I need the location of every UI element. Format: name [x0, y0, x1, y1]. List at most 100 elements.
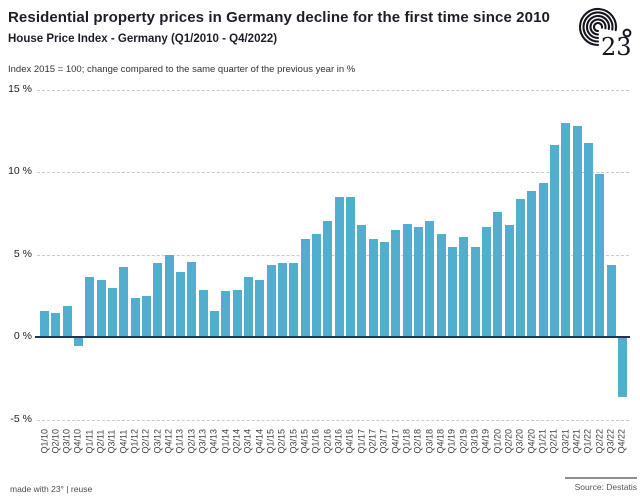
bar-Q1/19[interactable] [447, 246, 457, 336]
gridline [37, 254, 629, 256]
bar-Q3/22[interactable] [606, 265, 616, 336]
x-tick-label: Q2/13 [186, 428, 197, 453]
bar-Q2/22[interactable] [595, 174, 605, 336]
x-tick-label: Q1/12 [129, 428, 140, 453]
x-tick-label: Q1/16 [310, 428, 321, 453]
x-tick-label: Q2/16 [322, 428, 333, 453]
x-tick-label: Q2/21 [548, 428, 559, 453]
bar-Q4/20[interactable] [527, 190, 537, 336]
x-tick-label: Q1/15 [265, 428, 276, 453]
x-tick-label: Q3/21 [560, 428, 571, 453]
bar-Q2/21[interactable] [549, 144, 559, 336]
gridline [37, 172, 629, 173]
y-tick-label: 0 % [13, 330, 32, 342]
bar-Q4/15[interactable] [300, 238, 310, 336]
bar-Q4/16[interactable] [345, 197, 355, 336]
bar-Q4/19[interactable] [481, 227, 491, 336]
x-tick-label: Q4/14 [254, 428, 265, 453]
bar-Q1/18[interactable] [402, 223, 412, 336]
chart-subtitle: House Price Index - Germany (Q1/2010 - Q… [8, 33, 278, 45]
bar-Q3/18[interactable] [425, 220, 435, 336]
bar-Q1/12[interactable] [130, 298, 140, 336]
bar-Q2/15[interactable] [277, 263, 287, 336]
bar-Q1/16[interactable] [311, 233, 321, 336]
x-tick-label: Q1/11 [84, 429, 95, 453]
bar-Q4/17[interactable] [391, 230, 401, 336]
bar-Q2/17[interactable] [368, 238, 378, 336]
attribution-separator: | [63, 484, 71, 494]
x-tick-label: Q4/15 [299, 428, 310, 453]
x-tick-label: Q2/20 [503, 428, 514, 453]
made-with-link[interactable]: made with 23° [10, 484, 64, 494]
bar-Q1/15[interactable] [266, 265, 276, 336]
x-tick-label: Q2/15 [276, 428, 287, 453]
x-tick-label: Q4/13 [208, 428, 219, 453]
logo-23degrees-icon[interactable]: 23 [577, 5, 635, 61]
x-tick-label: Q3/14 [242, 428, 253, 453]
bar-Q3/15[interactable] [289, 263, 299, 336]
bar-Q4/10[interactable] [73, 338, 83, 347]
x-tick-label: Q3/11 [106, 429, 117, 453]
x-tick-label: Q2/19 [458, 428, 469, 453]
x-tick-label: Q3/10 [61, 428, 72, 453]
y-tick-label: 5 % [13, 247, 32, 260]
x-tick-label: Q1/17 [356, 428, 367, 453]
x-tick-label: Q4/11 [118, 429, 129, 453]
x-tick-label: Q1/20 [492, 428, 503, 453]
x-tick-label: Q4/21 [571, 428, 582, 453]
bar-Q1/17[interactable] [357, 225, 367, 336]
bar-Q1/21[interactable] [538, 182, 548, 336]
y-tick-label: 15 % [8, 82, 32, 95]
bar-Q3/19[interactable] [470, 246, 480, 336]
bar-Q4/14[interactable] [255, 279, 265, 336]
bar-Q1/22[interactable] [583, 142, 593, 336]
bar-Q4/18[interactable] [436, 233, 446, 336]
x-tick-label: Q1/13 [174, 428, 185, 453]
bar-Q3/12[interactable] [153, 263, 163, 336]
bar-Q4/11[interactable] [119, 266, 129, 336]
bar-Q1/14[interactable] [221, 291, 231, 336]
bar-Q3/14[interactable] [243, 276, 253, 336]
bar-Q1/10[interactable] [40, 311, 49, 336]
bar-Q3/20[interactable] [515, 199, 525, 336]
bar-Q4/21[interactable] [572, 126, 582, 336]
logo-degree-icon [622, 28, 632, 38]
bar-Q2/13[interactable] [187, 261, 197, 336]
x-tick-label: Q3/17 [378, 428, 389, 453]
gridline [37, 89, 629, 91]
bar-Q3/11[interactable] [107, 288, 117, 336]
bar-Q4/12[interactable] [164, 255, 174, 336]
bar-Q1/13[interactable] [175, 271, 185, 336]
bar-Q1/20[interactable] [493, 212, 503, 336]
bar-Q2/20[interactable] [504, 225, 514, 336]
x-tick-label: Q3/20 [514, 428, 525, 453]
bar-Q4/22[interactable] [617, 338, 627, 398]
gridline [37, 419, 629, 421]
bar-Q2/16[interactable] [323, 220, 333, 336]
x-tick-label: Q1/21 [537, 428, 548, 453]
x-tick-label: Q4/18 [435, 428, 446, 453]
bar-Q2/14[interactable] [232, 289, 242, 336]
source-label: Source: Destatis [574, 482, 637, 492]
bar-Q3/17[interactable] [379, 241, 389, 336]
x-tick-label: Q2/14 [231, 428, 242, 453]
bar-Q3/16[interactable] [334, 197, 344, 336]
x-tick-label: Q4/17 [390, 428, 401, 453]
bar-Q2/11[interactable] [96, 279, 106, 336]
reuse-link[interactable]: reuse [70, 484, 93, 494]
x-tick-label: Q2/22 [594, 428, 605, 453]
bar-Q3/10[interactable] [62, 306, 72, 336]
bar-Q1/11[interactable] [85, 276, 95, 336]
bar-Q3/13[interactable] [198, 289, 208, 336]
x-tick-label: Q2/18 [412, 428, 423, 453]
bar-Q3/21[interactable] [561, 123, 571, 336]
bar-Q4/13[interactable] [209, 311, 219, 336]
x-tick-label: Q1/19 [446, 428, 457, 453]
y-tick-label: -5 % [10, 412, 32, 425]
bar-Q2/10[interactable] [51, 312, 61, 336]
bar-Q2/18[interactable] [413, 227, 423, 336]
bar-Q2/19[interactable] [459, 237, 469, 336]
bar-Q2/12[interactable] [141, 296, 151, 336]
x-tick-label: Q3/22 [605, 428, 616, 453]
